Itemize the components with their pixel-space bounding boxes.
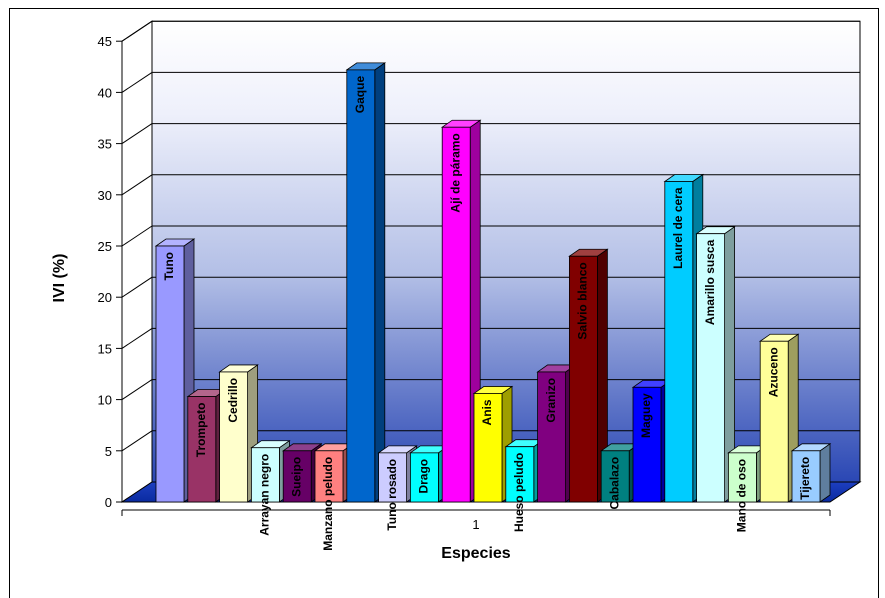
bar-label: Mano de oso [735, 459, 749, 532]
bar-label: Drago [417, 459, 431, 494]
gridline-side [121, 379, 153, 401]
bar-label: Cabalazo [607, 457, 621, 510]
y-tick-label: 0 [105, 495, 112, 510]
y-tick-label: 5 [105, 444, 112, 459]
bar-label: Anis [480, 399, 494, 425]
bar-label: Amarillo susca [703, 239, 717, 325]
y-tick-label: 40 [98, 85, 112, 100]
bar-label: Trompeto [194, 403, 208, 458]
gridline-side [121, 123, 153, 145]
bar-label: Ají de páramo [448, 133, 462, 212]
gridline-side [121, 276, 153, 298]
x-axis: 1 [121, 509, 831, 532]
bar-label: Maguey [639, 393, 653, 438]
gridline-side [121, 174, 153, 196]
y-tick-label: 10 [98, 393, 112, 408]
bar-label: Cedrillo [226, 378, 240, 423]
bar-label: Azuceno [766, 347, 780, 397]
y-tick-label: 30 [98, 188, 112, 203]
y-axis-title: IVI (%) [51, 254, 68, 303]
bar-label: Salvio blanco [576, 262, 590, 339]
gridline-side [121, 430, 153, 452]
bars-group [154, 62, 832, 503]
side-wall [121, 20, 153, 503]
bar [790, 443, 832, 503]
y-tick-label: 25 [98, 239, 112, 254]
y-tick-label: 15 [98, 341, 112, 356]
gridline-side [121, 71, 153, 93]
bar-label: Sueipo [289, 457, 303, 497]
bar-label: Tuno rosado [385, 459, 399, 531]
bar-labels-group: Tuno Trompeto Cedrillo Arrayan negro Sueipo M… [162, 76, 812, 551]
x-axis-title: Especies [441, 545, 510, 562]
gridline-side [121, 327, 153, 349]
y-tick-label: 20 [98, 290, 112, 305]
bar [472, 385, 514, 503]
bar-label: Hueso peludo [512, 453, 526, 532]
bar-label: Gaque [353, 76, 367, 114]
x-tick-label: 1 [472, 517, 479, 532]
y-tick-label: 35 [98, 137, 112, 152]
y-axis: 0 5 10 15 20 25 30 35 40 45 [98, 34, 123, 510]
bar [345, 62, 387, 503]
gridline-side [121, 20, 153, 42]
gridline-side [121, 225, 153, 247]
bar-label: Tuno [162, 252, 176, 280]
bar [568, 248, 609, 503]
bar-label: Manzano peludo [321, 457, 335, 551]
bar-label: Laurel de cera [671, 187, 685, 269]
bar [154, 238, 196, 503]
bar-label: Granizo [544, 378, 558, 423]
bar [695, 225, 736, 503]
bar-label: Arrayan negro [258, 454, 272, 536]
bar-label: Tijereto [798, 457, 812, 500]
y-tick-label: 45 [98, 34, 112, 49]
